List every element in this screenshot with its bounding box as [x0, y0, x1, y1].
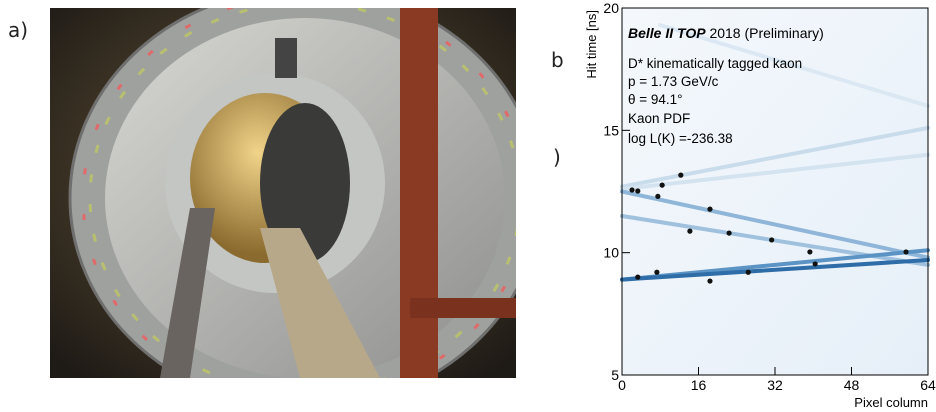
hit-point [707, 278, 712, 283]
hit-point [727, 230, 732, 235]
hit-point [807, 249, 812, 254]
hit-point [660, 183, 665, 188]
y-tick-label: 10 [603, 245, 619, 261]
panel-label: ) [553, 145, 561, 169]
hit-point [687, 229, 692, 234]
chart: Belle II TOP 2018 (Preliminary) D* kinem… [570, 0, 936, 412]
panel-label: a) [8, 18, 28, 42]
hit-point [655, 194, 660, 199]
annotation: p = 1.73 GeV/c [628, 74, 719, 89]
x-tick-label: 0 [618, 377, 626, 393]
x-tick-label: 48 [844, 377, 860, 393]
x-axis-label: Pixel column [854, 395, 928, 410]
hit-point [769, 237, 774, 242]
hit-point [746, 270, 751, 275]
hit-point [813, 261, 818, 266]
hit-point [629, 187, 634, 192]
y-tick-label: 20 [603, 0, 619, 16]
hit-point [903, 249, 908, 254]
figure: a) b ) Belle II TOP 2018 (Preliminary) D… [0, 0, 936, 412]
chart-title: Belle II TOP 2018 (Preliminary) [628, 25, 824, 41]
annotation: D* kinematically tagged kaon [628, 56, 802, 71]
detector-photo [50, 8, 516, 378]
x-tick-label: 32 [767, 377, 783, 393]
hit-point [678, 173, 683, 178]
subtitle: 2018 (Preliminary) [709, 25, 823, 41]
annotation: Kaon PDF [628, 111, 690, 126]
y-tick-label: 15 [603, 122, 619, 138]
x-tick-label: 16 [691, 377, 707, 393]
title: Belle II TOP [628, 25, 706, 41]
y-axis-label: Hit time [ns] [584, 10, 599, 79]
annotation: log L(K) =-236.38 [628, 131, 733, 146]
panel-label: b [551, 48, 564, 72]
hit-point [635, 188, 640, 193]
hit-point [635, 275, 640, 280]
hit-point [654, 270, 659, 275]
x-tick-label: 64 [920, 377, 936, 393]
hit-point [707, 207, 712, 212]
annotation: θ = 94.1° [628, 92, 683, 107]
